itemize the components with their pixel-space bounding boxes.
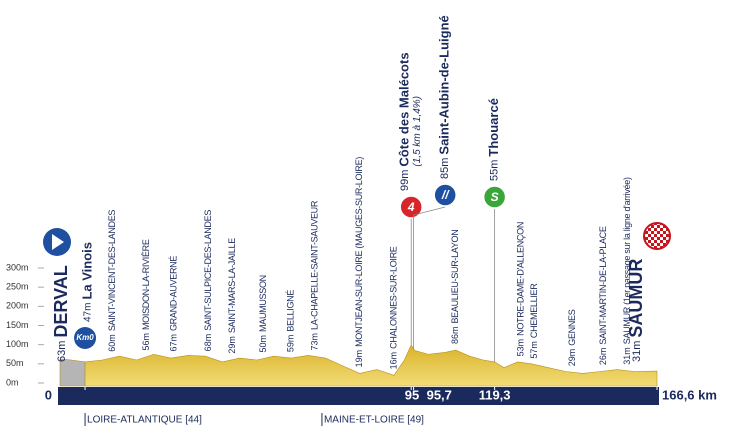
place-altitude: 29m xyxy=(567,349,577,367)
place-label: 67m GRAND-AUVERNÉ xyxy=(169,256,179,352)
summit-detail: (1,5 km à 1,4%) xyxy=(412,96,423,167)
place-name: SAUMUR xyxy=(626,259,646,338)
place-name: SAINT-SULPICE-DES-LANDES xyxy=(203,210,213,331)
place-name: GRAND-AUVERNÉ xyxy=(169,256,179,331)
region-label: LOIRE-ATLANTIQUE [44] xyxy=(87,415,202,426)
place-altitude: 59m xyxy=(285,335,295,353)
place-altitude: 26m xyxy=(598,348,608,366)
place-altitude: 63m xyxy=(56,341,68,362)
place-label: 56m MOISDON-LA-RIVIÈRE xyxy=(141,239,151,350)
place-altitude: 16m xyxy=(388,352,398,370)
place-name: DERVAL xyxy=(51,265,71,337)
place-altitude: 67m xyxy=(169,334,179,352)
place-altitude: 53m xyxy=(515,339,525,357)
summit-name: Thouarcé xyxy=(486,98,501,157)
place-label: 50m MAUMUSSON xyxy=(258,275,268,352)
place-label: 86m BEAULIEU-SUR-LAYON xyxy=(450,230,460,344)
summit-label: 85m Saint-Aubin-de-Luigné xyxy=(437,15,452,179)
place-altitude: 73m xyxy=(309,333,319,351)
place-label: 19m MONTJEAN-SUR-LOIRE (MAUGES-SUR-LOIRE) xyxy=(354,157,364,368)
summit-label: 99m Côte des Malécots (1,5 km à 1,4%) xyxy=(397,52,423,191)
place-name: CHEMELLIER xyxy=(529,283,539,338)
summit-altitude: 99m xyxy=(399,170,411,191)
summit-badge-text: // xyxy=(441,188,450,202)
place-label: 31m SAUMUR (1er passage sur la ligne d'ar… xyxy=(622,177,632,365)
y-tick-label: 50m xyxy=(6,358,24,368)
place-name: LA-CHAPELLE-SAINT-SAUVEUR xyxy=(309,200,319,330)
summit-name: Côte des Malécots xyxy=(397,52,412,166)
summit-name: Saint-Aubin-de-Luigné xyxy=(437,15,452,154)
place-name: La Vinois xyxy=(79,242,94,300)
y-tick-label: 150m xyxy=(6,320,29,330)
place-altitude: 86m xyxy=(450,327,460,345)
place-name: SAINT-MARTIN-DE-LA-PLACE xyxy=(598,226,608,344)
place-label: 73m LA-CHAPELLE-SAINT-SAUVEUR xyxy=(309,200,319,350)
km0-badge xyxy=(74,327,97,349)
place-altitude: 19m xyxy=(354,350,364,368)
place-name: MOISDON-LA-RIVIÈRE xyxy=(141,239,151,330)
place-altitude: 29m xyxy=(227,336,237,354)
place-altitude: 57m xyxy=(529,341,539,359)
place-altitude: 31m xyxy=(631,341,643,362)
place-altitude: 31m xyxy=(622,347,632,365)
x-tick-label: 95,7 xyxy=(427,387,452,402)
place-altitude: 60m xyxy=(107,334,117,352)
place-label: 57m CHEMELLIER xyxy=(529,283,539,359)
region-label: MAINE-ET-LOIRE [49] xyxy=(324,415,424,426)
y-tick-label: 300m xyxy=(6,262,29,272)
place-altitude: 50m xyxy=(258,335,268,353)
place-name: MAUMUSSON xyxy=(258,275,268,332)
place-name: SAINT-MARS-LA-JAILLE xyxy=(227,238,237,333)
y-tick-label: 250m xyxy=(6,282,29,292)
place-label: 53m NOTRE-DAME-D'ALLENÇON xyxy=(515,222,525,356)
place-label: 26m SAINT-MARTIN-DE-LA-PLACE xyxy=(598,226,608,365)
y-tick-label: 200m xyxy=(6,301,29,311)
distance-bar xyxy=(58,387,659,405)
km0-badge-text: Km0 xyxy=(76,333,94,342)
summit-altitude: 85m xyxy=(439,158,451,179)
place-label: 31m SAUMUR xyxy=(626,259,646,362)
place-name: NOTRE-DAME-D'ALLENÇON xyxy=(515,222,525,336)
place-name: SAUMUR (1er passage sur la ligne d'arriv… xyxy=(622,177,632,344)
place-name: GENNES xyxy=(567,309,577,346)
summit-badge-text: 4 xyxy=(407,200,415,214)
place-label: 29m GENNES xyxy=(567,309,577,366)
place-label: 59m BELLIGNÉ xyxy=(285,290,295,352)
place-name: MONTJEAN-SUR-LOIRE (MAUGES-SUR-LOIRE) xyxy=(354,157,364,347)
y-tick-label: 0m xyxy=(6,377,19,387)
place-label: 60m SAINT-VINCENT-DES-LANDES xyxy=(107,210,117,352)
x-tick-label: 95 xyxy=(405,387,419,402)
place-label: 29m SAINT-MARS-LA-JAILLE xyxy=(227,238,237,354)
summit-badge-text: S xyxy=(491,190,499,204)
place-label: 47m La Vinois xyxy=(79,242,94,322)
summit-badge xyxy=(399,195,423,219)
place-altitude: 68m xyxy=(203,334,213,352)
place-name: SAINT-VINCENT-DES-LANDES xyxy=(107,210,117,332)
place-name: BEAULIEU-SUR-LAYON xyxy=(450,230,460,324)
x-tick-label: 119,3 xyxy=(479,387,511,402)
summit-altitude: 55m xyxy=(489,160,501,181)
start-arrow xyxy=(52,234,64,250)
finish-icon xyxy=(643,222,671,250)
place-label: 63m DERVAL xyxy=(51,265,71,362)
summit-badge xyxy=(482,185,507,209)
summit-badge xyxy=(433,183,457,207)
summit-label: 55m Thouarcé xyxy=(486,98,501,181)
place-altitude: 56m xyxy=(141,333,151,351)
place-name: CHALONNES-SUR-LOIRE xyxy=(388,246,398,349)
place-label: 16m CHALONNES-SUR-LOIRE xyxy=(388,246,398,369)
place-name: BELLIGNÉ xyxy=(285,290,295,332)
y-tick-label: 100m xyxy=(6,339,29,349)
place-altitude: 47m xyxy=(83,303,94,322)
summit-line xyxy=(413,206,446,349)
x-tick-label: 166,6 km xyxy=(662,387,717,402)
place-label: 68m SAINT-SULPICE-DES-LANDES xyxy=(203,210,213,352)
x-tick-label: 0 xyxy=(45,387,52,402)
